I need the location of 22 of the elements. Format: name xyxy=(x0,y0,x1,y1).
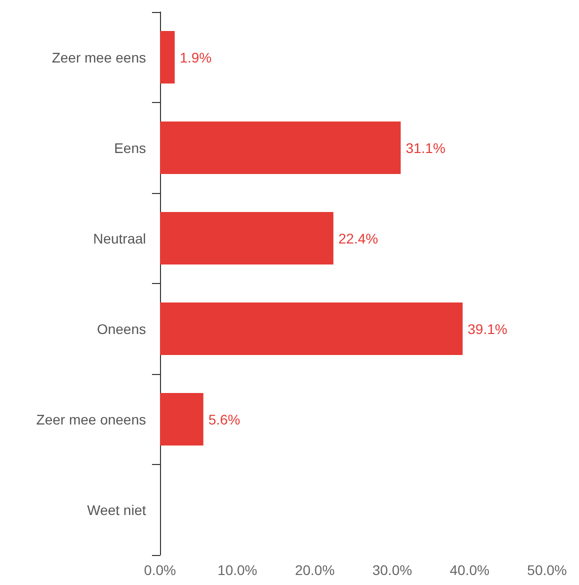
y-tick-label: Weet niet xyxy=(87,502,146,518)
x-tick-label: 0.0% xyxy=(144,562,176,578)
x-tick-label: 10.0% xyxy=(218,562,258,578)
data-label: 1.9% xyxy=(180,49,212,66)
data-label: 39.1% xyxy=(468,320,508,337)
data-label: 31.1% xyxy=(406,140,446,156)
bar xyxy=(160,31,175,84)
x-tick-label: 30.0% xyxy=(372,562,412,578)
bar xyxy=(160,302,463,355)
x-tick-label: 20.0% xyxy=(294,562,335,578)
bar xyxy=(160,393,204,446)
y-tick-label: Zeer mee oneens xyxy=(36,411,146,428)
data-label: 22.4% xyxy=(338,230,378,246)
y-tick-label: Eens xyxy=(114,140,146,156)
y-tick-label: Neutraal xyxy=(93,230,146,246)
y-tick-label: Oneens xyxy=(96,320,146,337)
y-tick-label: Zeer mee eens xyxy=(52,49,146,66)
x-tick-label: 40.0% xyxy=(450,562,490,578)
bar xyxy=(160,122,401,174)
data-label: 5.6% xyxy=(208,411,240,428)
x-tick-label: 50.0% xyxy=(527,562,567,578)
bar xyxy=(160,212,334,264)
